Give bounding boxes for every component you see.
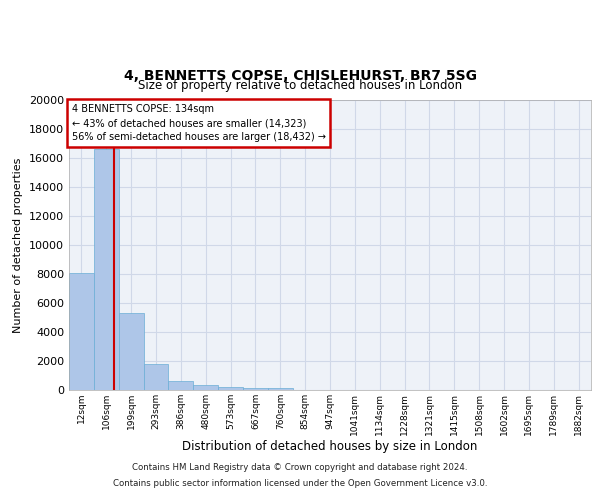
Bar (169, 380, 193, 390)
Bar (69, 272, 94, 390)
Text: 4 BENNETTS COPSE: 134sqm
← 43% of detached houses are smaller (14,323)
56% of se: 4 BENNETTS COPSE: 134sqm ← 43% of detach… (71, 104, 326, 142)
Bar (243, 388, 268, 390)
Text: Contains HM Land Registry data © Crown copyright and database right 2024.: Contains HM Land Registry data © Crown c… (132, 464, 468, 472)
Bar (268, 388, 293, 390)
Text: Size of property relative to detached houses in London: Size of property relative to detached ho… (138, 80, 462, 92)
X-axis label: Distribution of detached houses by size in London: Distribution of detached houses by size … (182, 440, 478, 454)
Bar (193, 386, 218, 390)
Y-axis label: Number of detached properties: Number of detached properties (13, 158, 23, 332)
Bar (94, 150, 119, 390)
Text: Contains public sector information licensed under the Open Government Licence v3: Contains public sector information licen… (113, 478, 487, 488)
Text: 4, BENNETTS COPSE, CHISLEHURST, BR7 5SG: 4, BENNETTS COPSE, CHISLEHURST, BR7 5SG (124, 68, 476, 82)
Bar (143, 364, 169, 390)
Bar (119, 313, 143, 390)
Bar (218, 388, 243, 390)
